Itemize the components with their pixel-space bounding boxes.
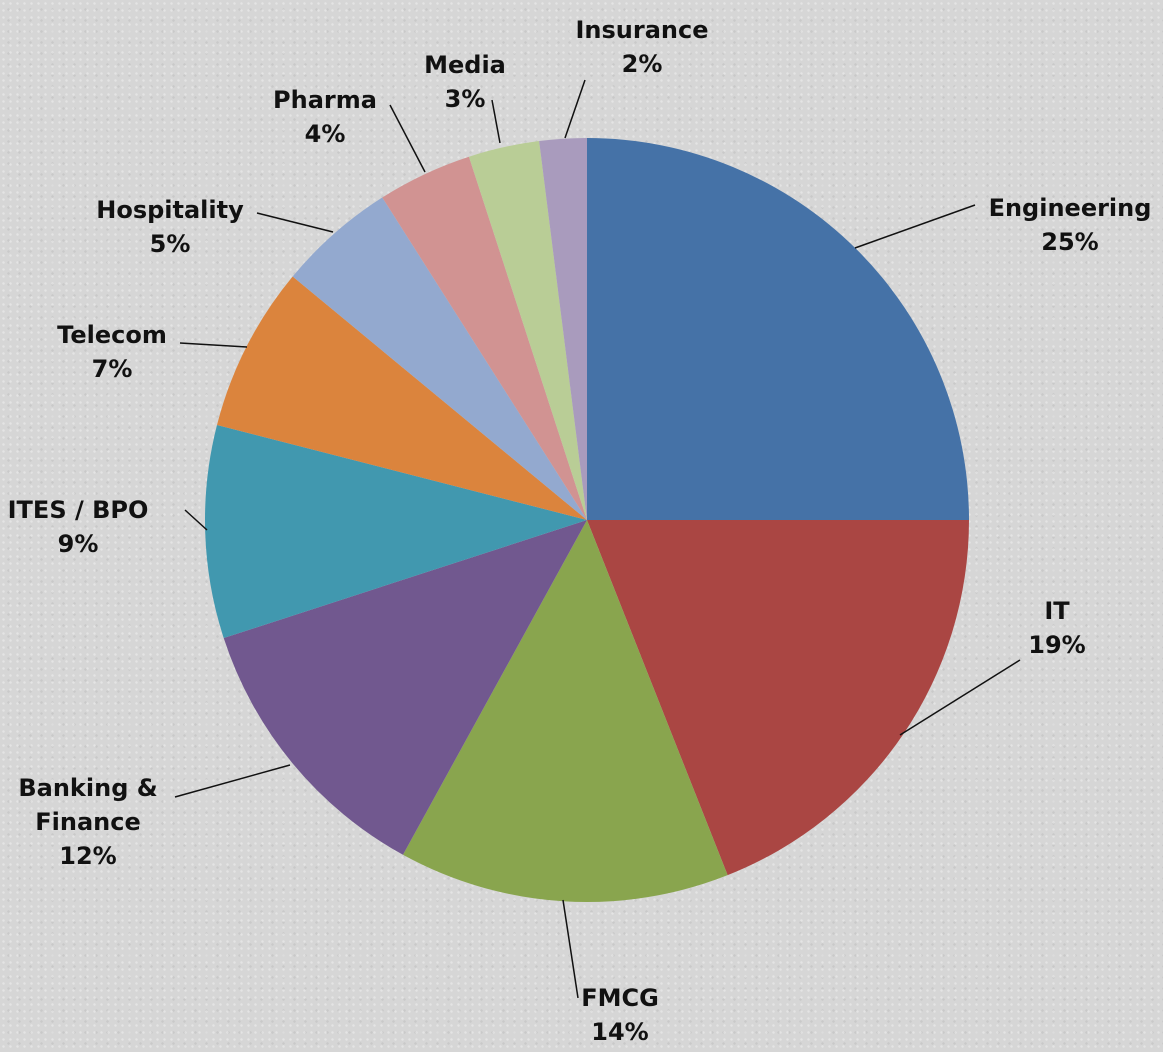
pie-slice: [292, 197, 587, 520]
leader-line: [174, 764, 291, 798]
category-label: Hospitality: [96, 196, 244, 224]
data-label: IT 19%: [1028, 594, 1085, 662]
category-label: Telecom: [57, 321, 167, 349]
leader-line: [854, 204, 976, 249]
value-label: 19%: [1028, 631, 1086, 659]
category-label: Media: [424, 51, 506, 79]
value-label: 25%: [1041, 228, 1099, 256]
data-label: ITES / BPO 9%: [8, 493, 149, 561]
pie-slice: [217, 276, 588, 520]
data-label: Media 3%: [424, 48, 506, 116]
data-label: Hospitality 5%: [96, 193, 244, 261]
leader-line: [899, 659, 1021, 736]
pie-slice: [587, 138, 969, 520]
pie-slice: [223, 520, 587, 855]
value-label: 9%: [57, 530, 99, 558]
data-label: Engineering 25%: [989, 191, 1152, 259]
value-label: 14%: [591, 1018, 649, 1046]
value-label: 2%: [621, 50, 663, 78]
pie-slice: [587, 520, 969, 876]
category-label: Pharma: [273, 86, 377, 114]
pie-slice: [382, 156, 587, 520]
value-label: 3%: [444, 85, 486, 113]
value-label: 5%: [149, 230, 191, 258]
data-label: FMCG 14%: [581, 981, 659, 1049]
value-label: 4%: [304, 120, 346, 148]
pie-slice: [204, 425, 587, 639]
category-label: IT: [1044, 597, 1070, 625]
value-label: 7%: [91, 355, 133, 383]
leader-line: [562, 899, 579, 999]
data-label: Pharma 4%: [273, 83, 377, 151]
pie-slice: [402, 520, 728, 902]
pie-slice: [539, 138, 587, 520]
data-label: Telecom 7%: [57, 318, 167, 386]
category-label: Insurance: [575, 16, 709, 44]
category-label: FMCG: [581, 984, 659, 1012]
data-label: Banking & Finance 12%: [3, 771, 173, 873]
leader-line: [184, 509, 208, 531]
pie-slice: [468, 141, 587, 520]
data-label: Insurance 2%: [575, 13, 708, 81]
category-label: ITES / BPO: [7, 496, 149, 524]
leader-line: [256, 212, 334, 233]
leader-line: [389, 104, 426, 173]
value-label: 12%: [59, 842, 117, 870]
category-label: Banking & Finance: [18, 774, 158, 836]
leader-line: [491, 99, 501, 144]
category-label: Engineering: [988, 194, 1152, 222]
leader-line: [179, 342, 248, 348]
leader-line: [564, 79, 586, 139]
